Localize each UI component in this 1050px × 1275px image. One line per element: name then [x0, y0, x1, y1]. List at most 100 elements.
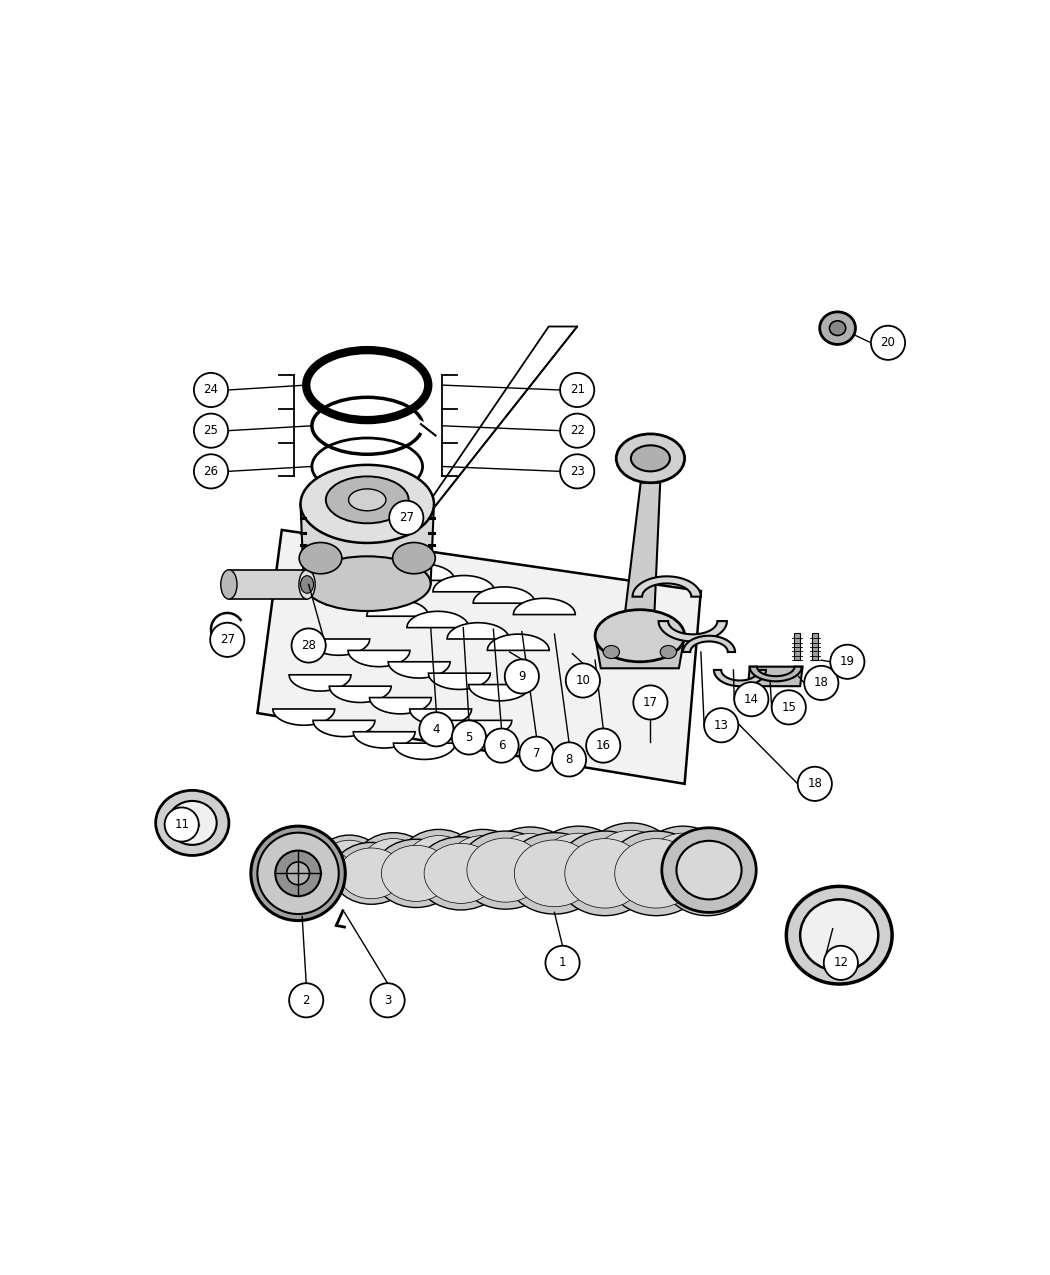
- Polygon shape: [487, 634, 549, 650]
- Text: 2: 2: [302, 993, 310, 1007]
- Circle shape: [870, 325, 905, 360]
- Circle shape: [390, 501, 423, 534]
- Circle shape: [633, 686, 668, 719]
- Polygon shape: [625, 483, 660, 611]
- Ellipse shape: [800, 899, 878, 972]
- Circle shape: [566, 663, 600, 697]
- Polygon shape: [794, 634, 800, 660]
- Circle shape: [705, 708, 738, 742]
- Polygon shape: [353, 553, 415, 569]
- Ellipse shape: [786, 886, 892, 984]
- Ellipse shape: [349, 488, 386, 511]
- Polygon shape: [748, 667, 802, 686]
- Circle shape: [194, 454, 228, 488]
- Ellipse shape: [299, 543, 342, 574]
- Ellipse shape: [300, 576, 314, 593]
- Ellipse shape: [251, 826, 345, 921]
- Text: 19: 19: [840, 655, 855, 668]
- Text: 22: 22: [570, 425, 585, 437]
- Polygon shape: [366, 601, 428, 616]
- Circle shape: [292, 629, 326, 663]
- Ellipse shape: [354, 833, 433, 898]
- Circle shape: [798, 766, 832, 801]
- Ellipse shape: [326, 477, 408, 523]
- Ellipse shape: [301, 850, 352, 890]
- Circle shape: [824, 946, 858, 980]
- Text: 20: 20: [881, 337, 896, 349]
- Ellipse shape: [155, 790, 229, 856]
- Text: 8: 8: [565, 754, 572, 766]
- Polygon shape: [273, 709, 335, 725]
- Circle shape: [194, 413, 228, 448]
- Ellipse shape: [424, 843, 498, 904]
- Ellipse shape: [820, 312, 856, 344]
- Ellipse shape: [556, 831, 654, 915]
- Polygon shape: [370, 697, 432, 714]
- Ellipse shape: [168, 801, 216, 845]
- Circle shape: [560, 454, 594, 488]
- Circle shape: [772, 690, 805, 724]
- Circle shape: [586, 728, 621, 762]
- Circle shape: [804, 666, 838, 700]
- Ellipse shape: [584, 822, 678, 904]
- Text: 23: 23: [570, 465, 585, 478]
- Polygon shape: [330, 686, 392, 703]
- Polygon shape: [327, 589, 388, 604]
- Circle shape: [505, 659, 539, 694]
- Polygon shape: [449, 720, 511, 737]
- Circle shape: [484, 728, 519, 762]
- Text: 5: 5: [465, 731, 472, 743]
- Text: 14: 14: [743, 692, 759, 705]
- Polygon shape: [289, 674, 351, 691]
- Polygon shape: [313, 720, 375, 737]
- Ellipse shape: [660, 831, 755, 915]
- Polygon shape: [447, 622, 509, 639]
- Polygon shape: [348, 650, 410, 667]
- Circle shape: [560, 372, 594, 407]
- Text: 11: 11: [174, 819, 189, 831]
- Polygon shape: [394, 743, 456, 760]
- Ellipse shape: [300, 465, 434, 543]
- Text: 27: 27: [399, 511, 414, 524]
- Ellipse shape: [405, 835, 472, 891]
- Ellipse shape: [662, 827, 756, 913]
- Text: 25: 25: [204, 425, 218, 437]
- Ellipse shape: [540, 833, 617, 898]
- Polygon shape: [393, 564, 455, 580]
- Ellipse shape: [459, 831, 552, 909]
- Ellipse shape: [398, 830, 480, 898]
- Ellipse shape: [592, 830, 670, 896]
- Ellipse shape: [296, 845, 357, 895]
- Polygon shape: [513, 598, 575, 615]
- Text: 18: 18: [807, 778, 822, 790]
- Circle shape: [552, 742, 586, 776]
- Ellipse shape: [275, 850, 321, 896]
- Ellipse shape: [485, 827, 574, 900]
- Polygon shape: [433, 575, 495, 592]
- Ellipse shape: [565, 839, 645, 908]
- Ellipse shape: [595, 609, 685, 662]
- Ellipse shape: [506, 833, 604, 914]
- Polygon shape: [388, 662, 450, 678]
- Polygon shape: [714, 669, 766, 686]
- Text: 12: 12: [834, 956, 848, 969]
- Ellipse shape: [514, 840, 594, 907]
- Ellipse shape: [339, 848, 403, 899]
- Circle shape: [419, 713, 454, 746]
- Circle shape: [520, 737, 553, 771]
- Polygon shape: [428, 673, 490, 690]
- Ellipse shape: [676, 840, 741, 899]
- Text: 9: 9: [518, 669, 526, 683]
- Polygon shape: [407, 611, 468, 627]
- Polygon shape: [682, 636, 735, 652]
- Text: 21: 21: [570, 384, 585, 397]
- Ellipse shape: [494, 834, 567, 894]
- Ellipse shape: [256, 831, 340, 915]
- Ellipse shape: [257, 833, 339, 914]
- Polygon shape: [468, 685, 530, 701]
- Ellipse shape: [646, 833, 719, 898]
- Ellipse shape: [220, 570, 237, 599]
- Text: 26: 26: [204, 465, 218, 478]
- Ellipse shape: [361, 839, 425, 892]
- Text: 28: 28: [301, 639, 316, 652]
